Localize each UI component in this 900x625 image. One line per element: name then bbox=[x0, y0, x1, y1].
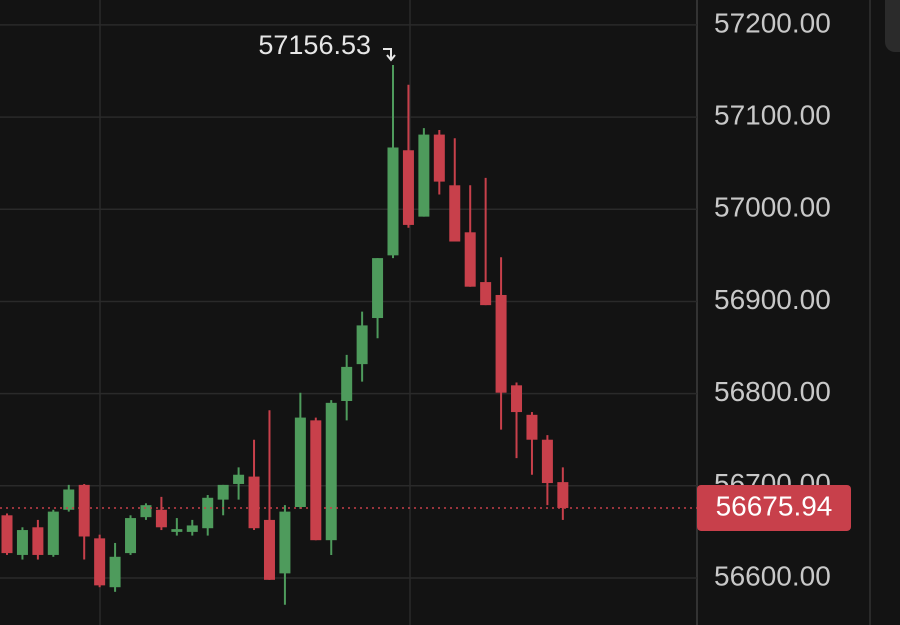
candle-body bbox=[541, 439, 553, 484]
candle-body bbox=[387, 147, 399, 256]
last-price-tag bbox=[697, 484, 851, 531]
candle-body bbox=[109, 556, 121, 588]
candle-body bbox=[511, 385, 523, 413]
y-tick-label: 57000.00 bbox=[714, 192, 831, 223]
candle-body bbox=[1, 515, 13, 554]
candle-body bbox=[480, 282, 492, 306]
candle-body bbox=[78, 484, 90, 537]
candle-body bbox=[356, 325, 368, 365]
y-tick-label: 57100.00 bbox=[714, 99, 831, 130]
high-marker bbox=[383, 47, 396, 62]
candle-body bbox=[32, 527, 44, 555]
y-tick-label: 56900.00 bbox=[714, 284, 831, 315]
y-tick-label: 56600.00 bbox=[714, 560, 831, 591]
candle-body bbox=[140, 505, 152, 518]
last-price-label: 56675.94 bbox=[716, 490, 833, 521]
side-panel-handle[interactable] bbox=[885, 0, 900, 52]
candle-body bbox=[125, 518, 137, 554]
candle-body bbox=[294, 417, 306, 508]
candle-body bbox=[202, 497, 214, 529]
candle-body bbox=[47, 511, 59, 555]
candle-body bbox=[372, 258, 384, 319]
candle-body bbox=[233, 474, 245, 484]
candle-body bbox=[155, 509, 167, 528]
candle-body bbox=[402, 150, 414, 225]
candles bbox=[0, 64, 697, 605]
y-tick-label: 57200.00 bbox=[714, 7, 831, 38]
candle-body bbox=[186, 525, 198, 532]
candle-body bbox=[526, 414, 538, 440]
candle-body bbox=[279, 511, 291, 574]
candle-body bbox=[263, 519, 275, 580]
candle-body bbox=[325, 402, 337, 541]
candle-body bbox=[63, 489, 75, 510]
candle-body bbox=[248, 476, 260, 529]
candle-body bbox=[449, 185, 461, 242]
candle-body bbox=[433, 134, 445, 182]
high-annotation: 57156.53 bbox=[258, 30, 371, 60]
price-axis: 56600.0056700.0056800.0056900.0057000.00… bbox=[714, 7, 831, 591]
candle-body bbox=[341, 366, 353, 401]
candle-body bbox=[557, 482, 569, 508]
candle-body bbox=[418, 134, 430, 217]
candle-body bbox=[217, 484, 229, 500]
candle-body bbox=[464, 232, 476, 287]
candle-body bbox=[495, 294, 507, 393]
candle-body bbox=[171, 529, 183, 532]
candle-body bbox=[16, 530, 28, 555]
y-tick-label: 56800.00 bbox=[714, 376, 831, 407]
candle-body bbox=[94, 538, 106, 586]
grid bbox=[0, 24, 697, 579]
candle-body bbox=[310, 420, 322, 541]
